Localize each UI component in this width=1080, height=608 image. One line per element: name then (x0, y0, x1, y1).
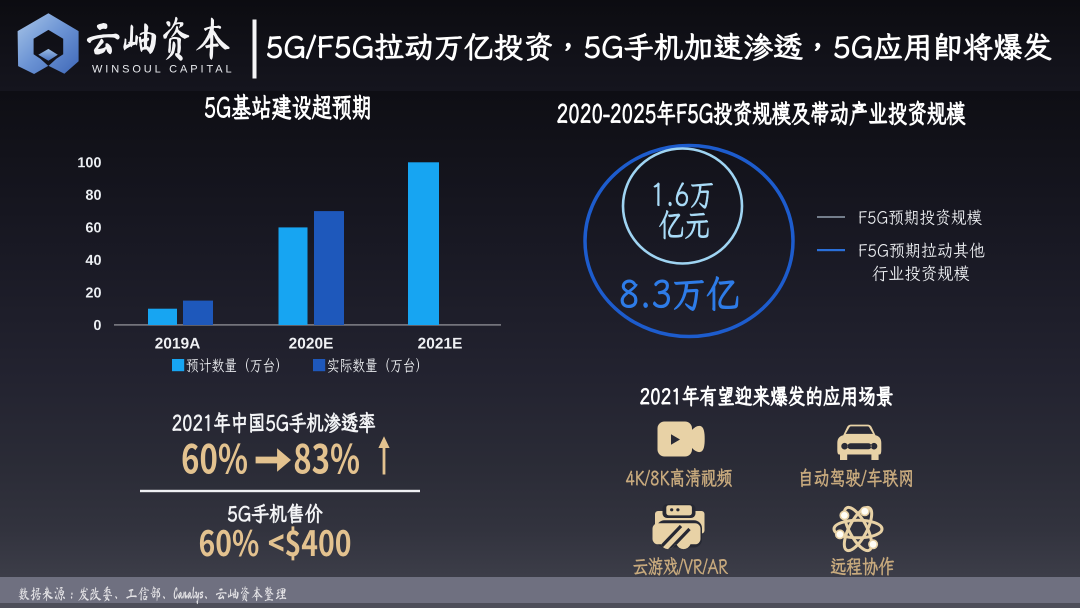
svg-text:WINSOUL CAPITAL: WINSOUL CAPITAL (92, 64, 235, 76)
